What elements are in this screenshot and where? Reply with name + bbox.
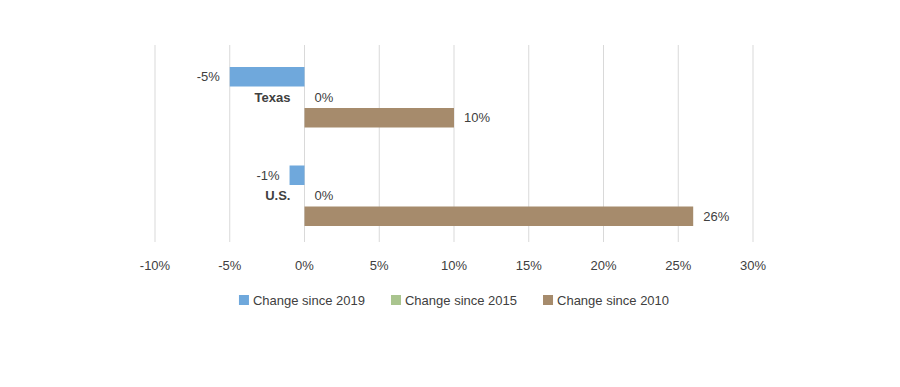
- legend-swatch: [543, 295, 553, 305]
- bar: [304, 88, 305, 108]
- tick-label: 20%: [590, 258, 616, 273]
- tick-label: 0%: [295, 258, 314, 273]
- tick-label: 5%: [370, 258, 389, 273]
- legend-label: Change since 2015: [405, 293, 517, 308]
- data-label: 10%: [464, 110, 490, 125]
- tick-label: -10%: [140, 258, 171, 273]
- data-label: 0%: [315, 90, 334, 105]
- bar: [305, 207, 694, 227]
- chart: -10% -5% 0% 5% 10% 15% 20% 25% 30% Texas U.S. -5% 0%…: [0, 0, 900, 387]
- category-label: U.S.: [265, 188, 290, 203]
- legend-label: Change since 2019: [253, 293, 365, 308]
- bar: [290, 166, 305, 186]
- category-label: Texas: [255, 90, 291, 105]
- data-label: 0%: [315, 188, 334, 203]
- legend: Change since 2019 Change since 2015 Change…: [239, 293, 669, 308]
- tick-label: 15%: [516, 258, 542, 273]
- tick-label: -5%: [218, 258, 242, 273]
- data-label: 26%: [703, 209, 729, 224]
- data-label: -5%: [197, 69, 221, 84]
- legend-swatch: [239, 295, 249, 305]
- legend-swatch: [391, 295, 401, 305]
- tick-label: 25%: [665, 258, 691, 273]
- bar: [305, 108, 455, 128]
- tick-label: 10%: [441, 258, 467, 273]
- labels: Texas U.S.: [255, 90, 291, 204]
- grid-line: [753, 45, 754, 242]
- grid-line: [155, 45, 156, 242]
- bar: [304, 186, 305, 206]
- legend-label: Change since 2010: [557, 293, 669, 308]
- tick-label: 30%: [740, 258, 766, 273]
- bar: [230, 67, 305, 87]
- data-label: -1%: [256, 168, 280, 183]
- bars: [230, 67, 693, 226]
